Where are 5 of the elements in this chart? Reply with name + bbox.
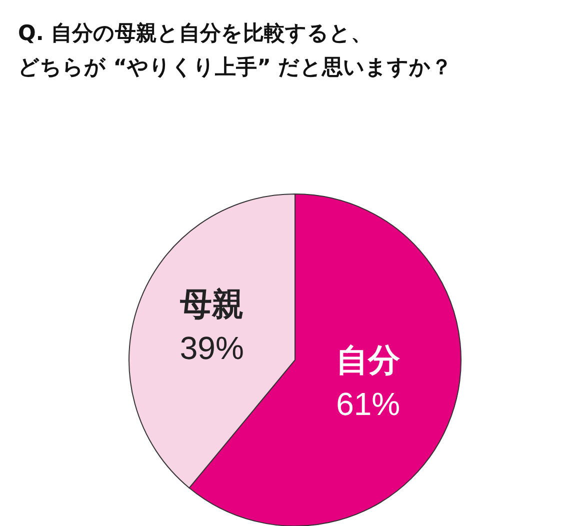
slice-label: 母親 xyxy=(178,284,244,323)
data-label: 61% xyxy=(336,386,400,422)
data-label: 39% xyxy=(180,330,244,366)
slice-label: 自分 xyxy=(336,341,400,380)
chart-title: Q. 自分の母親と自分を比較すると、どちらが “やりくり上手” だと思いますか？ xyxy=(17,20,454,81)
